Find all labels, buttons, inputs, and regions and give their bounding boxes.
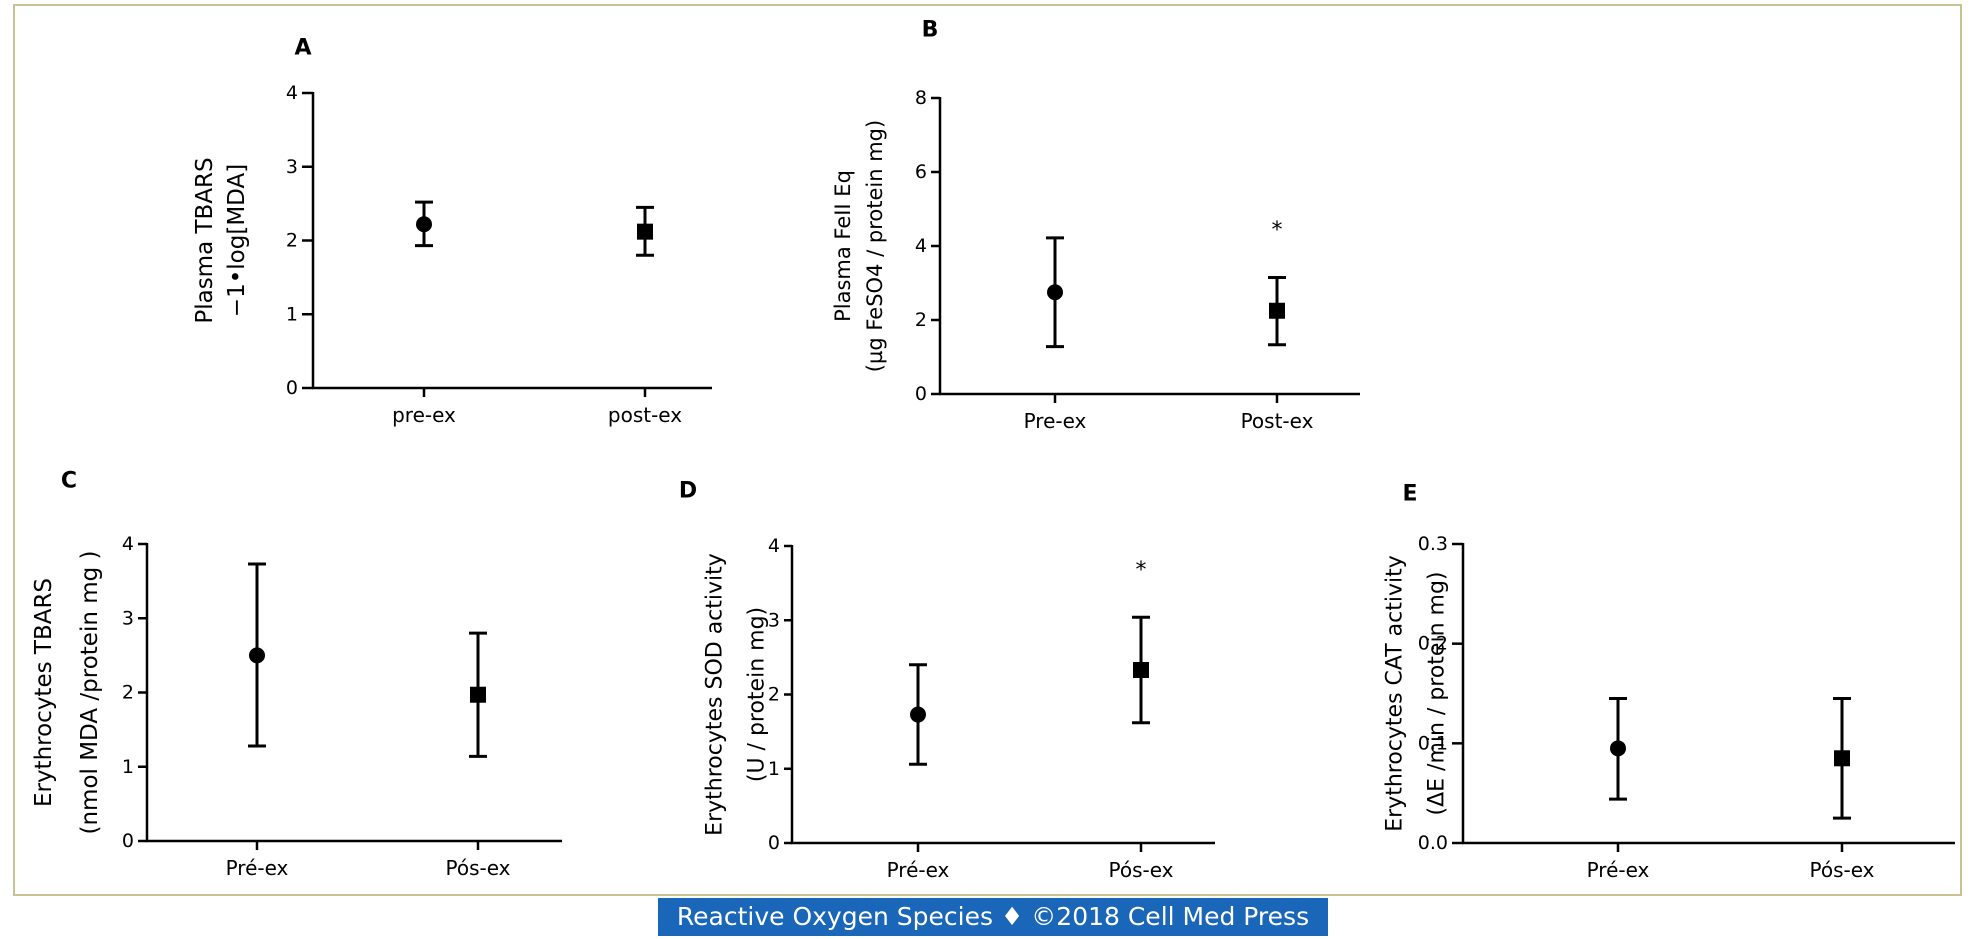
panel-d: D 0 1 2 3 4 Pré-ex Pós-ex Erythrocytes SOD activ… (679, 479, 1215, 882)
x-tick-label: post-ex (608, 403, 682, 427)
x-tick-label: Pre-ex (1024, 409, 1087, 433)
x-tick-label: Pós-ex (1809, 858, 1874, 882)
y-axis-label: (nmol MDA /protein mg ) (77, 550, 103, 834)
y-tick-label: 0 (768, 832, 780, 854)
panel-letter: D (679, 479, 697, 504)
y-tick-label: 3 (768, 609, 780, 631)
y-tick-label: 8 (915, 87, 927, 109)
significance-marker: * (1136, 558, 1147, 583)
data-point-square (1269, 302, 1285, 319)
y-tick-label: 4 (286, 82, 298, 104)
panel-c: C 0 1 2 3 4 Pré-ex Pós-ex Erythrocytes TBARS (nmo… (31, 469, 562, 880)
y-tick-label: 2 (286, 230, 298, 252)
y-tick-label: 3 (122, 607, 134, 629)
copyright-banner: Reactive Oxygen Species ♦ ©2018 Cell Med… (658, 898, 1328, 936)
y-axis-label: −1•log[MDA] (224, 164, 250, 317)
panel-letter: A (294, 36, 311, 61)
panel-letter: C (61, 469, 77, 494)
panel-b: B 0 2 4 6 8 Pre-ex Post-ex Plasma FeII Eq (µg FeS… (831, 18, 1360, 433)
figure-panels: A 0 1 2 3 4 pre-ex post-ex Plasma TBARS −1•log[MD… (31, 18, 1955, 882)
y-axis-label: Plasma TBARS (192, 157, 218, 323)
x-tick-label: Pré-ex (887, 858, 950, 882)
panel-letter: E (1402, 482, 1417, 507)
y-tick-label: 1 (768, 758, 780, 780)
data-point-circle (416, 216, 432, 233)
data-point-circle (910, 706, 926, 723)
data-point-square (1133, 661, 1149, 678)
y-tick-label: 2 (915, 309, 927, 331)
y-tick-label: 1 (286, 303, 298, 325)
y-axis-label: (µg FeSO4 / protein mg) (863, 120, 887, 372)
x-tick-label: Pós-ex (1108, 858, 1173, 882)
x-tick-label: pre-ex (392, 403, 456, 427)
panel-letter: B (922, 18, 939, 43)
data-point-square (637, 223, 653, 240)
y-axis-label: Plasma FeII Eq (831, 170, 855, 322)
y-tick-label: 0.0 (1418, 832, 1448, 854)
y-tick-label: 4 (768, 535, 780, 557)
x-tick-label: Post-ex (1241, 409, 1314, 433)
data-point-circle (1047, 284, 1063, 301)
data-point-square (470, 686, 486, 703)
y-tick-label: 0.2 (1418, 633, 1448, 655)
y-tick-label: 0 (122, 830, 134, 852)
y-tick-label: 0 (286, 377, 298, 399)
data-point-circle (1610, 740, 1626, 757)
y-axis-label: Erythrocytes TBARS (31, 578, 57, 807)
data-point-square (1834, 750, 1850, 767)
y-axis-label: Erythrocytes SOD activity (703, 553, 728, 836)
data-point-circle (249, 647, 265, 664)
y-tick-label: 0.1 (1418, 732, 1448, 754)
x-tick-label: Pós-ex (445, 856, 510, 880)
y-axis-label: (ΔE /min / protein mg) (1425, 572, 1450, 816)
y-axis-label: Erythrocytes CAT activity (1383, 555, 1408, 832)
y-tick-label: 4 (915, 235, 927, 257)
panel-a: A 0 1 2 3 4 pre-ex post-ex Plasma TBARS −1•log[MD… (192, 36, 712, 427)
y-axis-label: (U / protein mg) (745, 607, 770, 782)
x-tick-label: Pré-ex (1587, 858, 1650, 882)
y-tick-label: 2 (122, 682, 134, 704)
panel-e: E 0.0 0.1 0.2 0.3 Pré-ex Pós-ex Erythrocytes CA… (1383, 482, 1955, 882)
y-tick-label: 0.3 (1418, 533, 1448, 555)
y-tick-label: 6 (915, 161, 927, 183)
y-tick-label: 4 (122, 533, 134, 555)
y-tick-label: 1 (122, 756, 134, 778)
figure-frame (13, 4, 1962, 896)
significance-marker: * (1272, 218, 1283, 243)
y-tick-label: 3 (286, 156, 298, 178)
y-tick-label: 0 (915, 383, 927, 405)
y-tick-label: 2 (768, 684, 780, 706)
x-tick-label: Pré-ex (226, 856, 289, 880)
